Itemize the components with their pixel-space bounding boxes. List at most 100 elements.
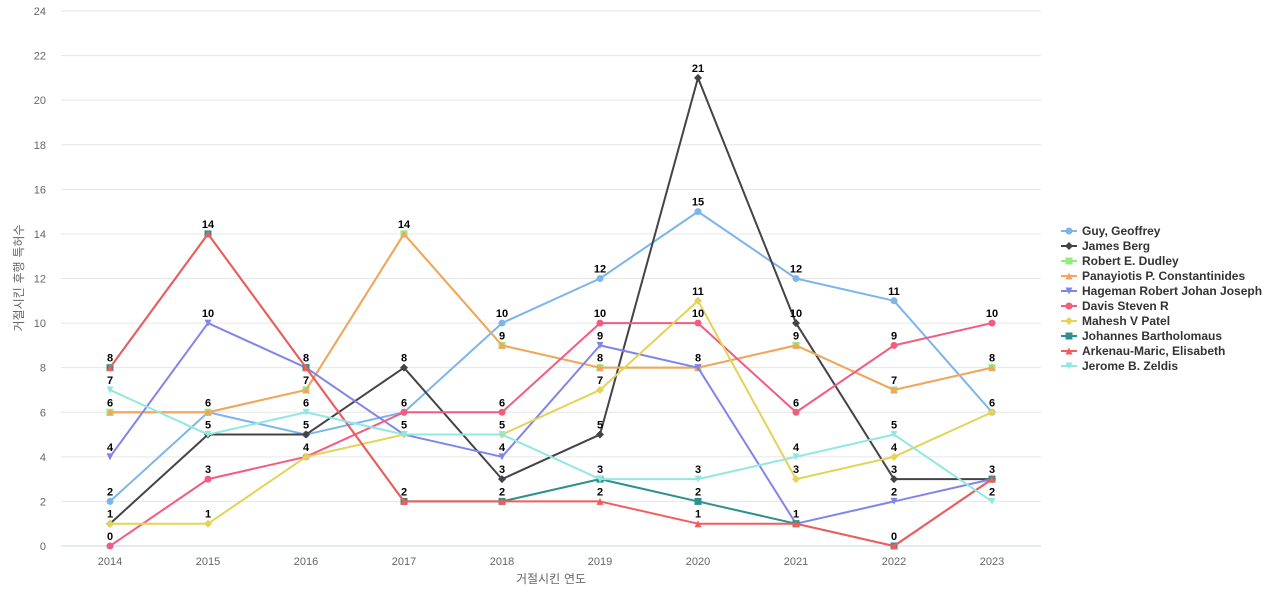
legend-item[interactable]: Guy, Geoffrey <box>1061 224 1161 238</box>
data-label: 6 <box>989 397 995 409</box>
data-label: 9 <box>597 330 603 342</box>
legend-label: Hageman Robert Johan Joseph <box>1082 284 1262 298</box>
data-label: 2 <box>695 486 701 498</box>
x-tick-label: 2018 <box>490 556 514 568</box>
data-label: 1 <box>793 509 799 521</box>
data-point <box>890 386 898 394</box>
data-label: 6 <box>303 397 309 409</box>
y-tick-label: 20 <box>34 95 46 107</box>
y-tick-label: 18 <box>34 140 46 152</box>
data-point <box>596 341 604 349</box>
x-tick-label: 2014 <box>98 556 122 568</box>
legend-marker <box>1065 272 1073 280</box>
legend-marker <box>1065 362 1073 370</box>
legend-item[interactable]: Arkenau-Maric, Elisabeth <box>1061 344 1225 358</box>
data-label: 5 <box>891 420 897 432</box>
data-point <box>204 431 212 439</box>
series-line <box>110 232 993 414</box>
data-label: 14 <box>202 219 215 231</box>
data-point <box>106 408 114 416</box>
data-label: 1 <box>695 509 701 521</box>
legend-label: Arkenau-Maric, Elisabeth <box>1082 344 1225 358</box>
data-point <box>498 341 506 349</box>
legend-marker <box>1065 302 1073 310</box>
data-label: 5 <box>401 420 407 432</box>
data-label: 8 <box>401 353 407 365</box>
legend-item[interactable]: Panayiotis P. Constantinides <box>1061 269 1245 283</box>
data-label: 7 <box>107 375 113 387</box>
data-point <box>694 364 702 372</box>
data-label: 14 <box>398 219 411 231</box>
legend-item[interactable]: Jerome B. Zeldis <box>1061 359 1178 373</box>
data-label: 3 <box>499 464 505 476</box>
data-label: 5 <box>597 420 603 432</box>
data-label: 21 <box>692 63 704 75</box>
data-point <box>498 453 506 461</box>
data-label: 11 <box>888 286 900 298</box>
legend-item[interactable]: Davis Steven R <box>1061 299 1169 313</box>
series-line <box>109 232 993 547</box>
data-point <box>890 497 898 505</box>
y-tick-label: 0 <box>40 541 46 553</box>
data-point <box>694 296 702 305</box>
legend-label: Robert E. Dudley <box>1082 254 1179 268</box>
legend-marker <box>1065 317 1073 325</box>
legend-marker <box>1065 242 1073 250</box>
data-point <box>694 475 702 483</box>
data-label: 2 <box>891 486 897 498</box>
data-label: 10 <box>790 308 802 320</box>
series-line <box>110 299 993 525</box>
data-label: 8 <box>695 353 701 365</box>
data-point <box>498 475 506 484</box>
y-tick-label: 6 <box>40 407 46 419</box>
data-label: 10 <box>986 308 998 320</box>
data-label: 4 <box>303 442 310 454</box>
data-label: 8 <box>989 353 995 365</box>
legend-item[interactable]: James Berg <box>1061 239 1150 253</box>
data-point <box>498 408 506 416</box>
legend-marker <box>1065 227 1073 235</box>
data-point <box>204 230 212 238</box>
data-point <box>792 341 800 349</box>
data-label: 8 <box>597 353 603 365</box>
data-label: 10 <box>692 308 704 320</box>
data-point <box>694 208 702 216</box>
data-point <box>596 475 604 483</box>
data-point <box>694 73 702 82</box>
data-label: 10 <box>496 308 508 320</box>
data-point <box>498 431 506 439</box>
data-point <box>988 364 996 372</box>
data-point <box>890 475 898 484</box>
x-tick-label: 2023 <box>980 556 1004 568</box>
legend-item[interactable]: Robert E. Dudley <box>1061 254 1179 268</box>
y-tick-label: 2 <box>40 496 46 508</box>
data-label: 4 <box>793 442 800 454</box>
data-label: 8 <box>107 353 113 365</box>
legend-item[interactable]: Mahesh V Patel <box>1061 314 1170 328</box>
y-tick-label: 24 <box>34 6 46 18</box>
data-label: 10 <box>594 308 606 320</box>
data-point <box>106 497 114 505</box>
data-label: 0 <box>891 531 897 543</box>
data-point <box>792 275 800 282</box>
x-tick-label: 2019 <box>588 556 612 568</box>
data-point <box>792 520 800 528</box>
series-group <box>106 73 996 550</box>
data-label: 6 <box>401 397 407 409</box>
data-point <box>106 519 114 528</box>
data-label: 7 <box>597 375 603 387</box>
legend-label: Davis Steven R <box>1082 299 1169 313</box>
data-label: 2 <box>107 486 113 498</box>
legend-item[interactable]: Johannes Bartholomaus <box>1061 329 1222 343</box>
legend-item[interactable]: Hageman Robert Johan Joseph <box>1061 284 1262 298</box>
data-point <box>302 364 310 372</box>
data-point <box>694 497 702 505</box>
data-label: 2 <box>597 486 603 498</box>
data-label: 6 <box>107 397 113 409</box>
data-point <box>400 431 408 439</box>
data-label: 5 <box>205 420 211 432</box>
x-tick-label: 2022 <box>882 556 906 568</box>
y-tick-label: 16 <box>34 184 46 196</box>
